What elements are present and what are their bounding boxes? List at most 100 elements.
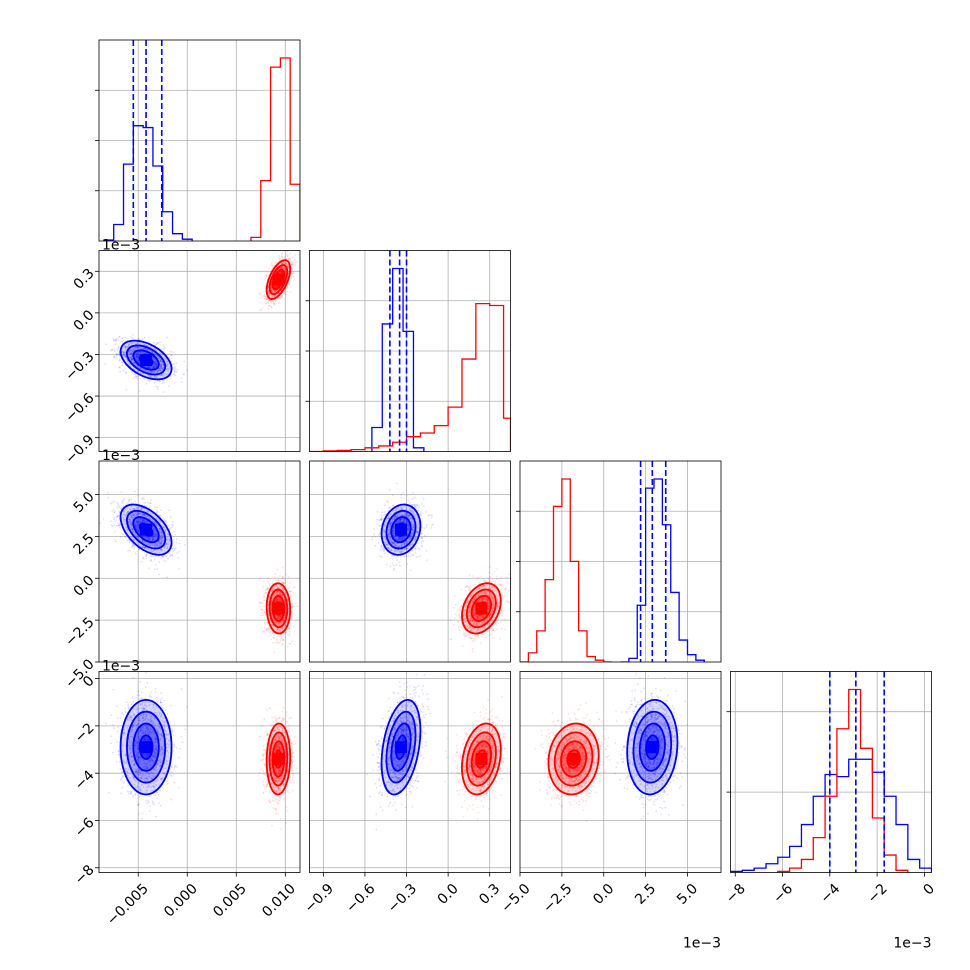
scatter-point-red (274, 261, 277, 264)
scatter-point-blue (154, 364, 156, 367)
scatter-point-red (292, 626, 295, 628)
scatter-point-red (287, 576, 290, 578)
scatter-point-blue (154, 353, 156, 356)
scatter-point-blue (134, 364, 137, 367)
scatter-point-blue (159, 341, 161, 344)
scatter-point-blue (136, 356, 138, 359)
scatter-point-blue (154, 343, 157, 346)
histogram-blue (103, 125, 193, 241)
scatter-point-blue (140, 367, 143, 370)
scatter-point-red (265, 628, 268, 631)
scatter-point-blue (113, 500, 115, 503)
scatter-point-blue (155, 363, 158, 365)
scatter-point-blue (158, 367, 161, 370)
scatter-point-blue (135, 354, 138, 357)
scatter-point-blue (99, 522, 101, 524)
scatter-point-blue (152, 366, 155, 369)
scatter-point-red (278, 575, 281, 577)
scatter-point-red (263, 631, 266, 633)
scatter-point-red (270, 264, 273, 267)
scatter-point-blue (140, 372, 142, 374)
scatter-point-blue (159, 367, 162, 370)
scatter-point-blue (141, 337, 144, 340)
scatter-point-blue (168, 385, 170, 388)
scatter-point-blue (148, 375, 151, 377)
scatter-point-red (294, 602, 297, 605)
scatter-point-blue (122, 350, 125, 353)
scatter-point-red (290, 267, 293, 270)
scatter-point-blue (127, 351, 130, 354)
scatter-point-blue (115, 340, 118, 343)
scatter-point-blue (147, 567, 150, 570)
scatter-point-blue (113, 516, 116, 519)
scatter-point-blue (153, 365, 156, 368)
scatter-point-blue (148, 366, 151, 369)
scatter-point-red (295, 261, 298, 263)
scatter-point-red (259, 605, 261, 608)
scatter-point-blue (156, 370, 159, 373)
scatter-point-blue (160, 359, 162, 362)
scatter-point-blue (135, 375, 138, 378)
scatter-point-blue (152, 367, 154, 370)
scatter-point-blue (175, 371, 178, 374)
scatter-point-blue (162, 373, 164, 376)
scatter-point-blue (156, 511, 159, 514)
scatter-point-blue (149, 375, 151, 377)
scatter-point-blue (159, 360, 162, 362)
scatter-point-blue (149, 366, 152, 369)
scatter-point-blue (119, 370, 121, 373)
scatter-point-blue (166, 367, 169, 370)
scatter-point-red (270, 306, 273, 309)
histogram-red (777, 688, 909, 873)
scatter-point-blue (132, 348, 134, 351)
scatter-point-blue (115, 355, 118, 357)
scatter-point-blue (185, 369, 188, 372)
scatter-point-blue (118, 366, 121, 369)
scatter-point-blue (138, 353, 141, 356)
scatter-point-blue (130, 352, 133, 355)
scatter-point-blue (171, 553, 173, 556)
scatter-point-blue (136, 342, 139, 345)
scatter-point-blue (147, 370, 150, 373)
scatter-point-blue (122, 353, 125, 356)
scatter-point-blue (133, 346, 136, 349)
scatter-point-blue (154, 362, 157, 365)
scatter-point-blue (151, 352, 154, 354)
scatter-point-blue (116, 348, 119, 351)
scatter-point-blue (143, 343, 146, 346)
scatter-point-blue (153, 352, 156, 355)
scatter-point-blue (173, 531, 175, 533)
scatter-point-blue (136, 358, 138, 361)
scatter-point-blue (163, 374, 166, 376)
scatter-point-blue (117, 502, 120, 505)
scatter-point-blue (174, 547, 177, 550)
scatter-point-blue (156, 355, 159, 357)
scatter-point-red (290, 594, 293, 597)
scatter-point-blue (121, 364, 124, 367)
scatter-point-blue (137, 337, 140, 340)
scatter-point-red (276, 568, 279, 571)
scatter-point-blue (161, 367, 164, 370)
scatter-point-blue (113, 355, 116, 358)
scatter-point-blue (122, 369, 125, 372)
scatter-point-blue (183, 360, 186, 363)
scatter-point-blue (130, 357, 133, 360)
scatter-point-blue (141, 372, 144, 375)
scatter-point-blue (137, 370, 140, 373)
scatter-point-blue (162, 380, 164, 382)
scatter-point-blue (162, 391, 165, 393)
scatter-point-red (263, 611, 266, 614)
scatter-point-blue (147, 374, 149, 377)
scatter-point-blue (173, 373, 176, 376)
scatter-point-blue (171, 523, 174, 526)
scatter-point-blue (140, 560, 143, 563)
scatter-point-red (292, 275, 295, 278)
scatter-point-blue (135, 355, 138, 358)
scatter-point-blue (163, 348, 166, 350)
scatter-point-red (291, 256, 294, 259)
scatter-point-blue (124, 367, 127, 370)
scatter-point-blue (173, 370, 176, 373)
scatter-point-red (272, 300, 275, 303)
scatter-point-blue (158, 357, 160, 360)
scatter-point-blue (148, 367, 151, 370)
